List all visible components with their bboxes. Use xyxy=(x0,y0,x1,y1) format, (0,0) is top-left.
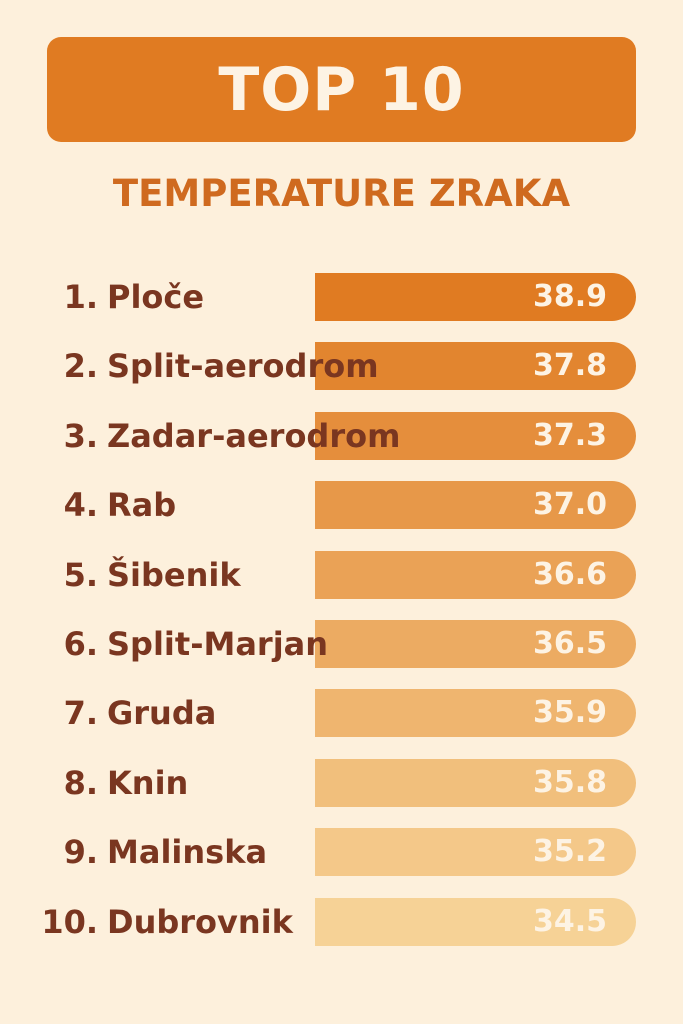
list-row: 1. Ploče 38.9 xyxy=(0,272,683,322)
bar xyxy=(315,758,636,807)
rank: 3. xyxy=(63,416,98,455)
rank: 4. xyxy=(63,486,98,525)
temperature-value: 38.9 xyxy=(532,279,607,314)
list-row: 3. Zadar-aerodrom 37.3 xyxy=(0,411,683,461)
station-name: Rab xyxy=(107,486,177,525)
rank: 1. xyxy=(63,278,98,316)
rank: 6. xyxy=(63,625,98,663)
bar xyxy=(315,550,636,599)
rank: 8. xyxy=(63,763,98,802)
temperature-value: 36.6 xyxy=(532,556,607,592)
station-name: Split-Marjan xyxy=(107,625,329,663)
list-row: 5. Šibenik 36.6 xyxy=(0,550,683,600)
rank: 5. xyxy=(63,555,98,594)
temperature-value: 35.9 xyxy=(532,695,607,731)
station-name: Gruda xyxy=(107,694,217,733)
rank: 7. xyxy=(63,694,98,733)
station-name: Dubrovnik xyxy=(107,902,293,941)
list-row: 6. Split-Marjan 36.5 xyxy=(0,619,683,669)
list-row: 7. Gruda 35.9 xyxy=(0,688,683,738)
bar xyxy=(315,273,636,321)
bar xyxy=(315,342,636,391)
header-banner: TOP 10 xyxy=(47,37,636,142)
temperature-value: 35.2 xyxy=(532,834,607,870)
temperature-value: 36.5 xyxy=(532,626,607,661)
bar xyxy=(315,481,636,530)
bar xyxy=(315,897,636,946)
temperature-value: 37.0 xyxy=(532,487,607,523)
list-row: 8. Knin 35.8 xyxy=(0,758,683,808)
temperature-value: 35.8 xyxy=(532,764,607,800)
bar xyxy=(315,828,636,877)
rank: 10. xyxy=(41,902,98,941)
subtitle: TEMPERATURE ZRAKA xyxy=(112,172,571,215)
bar xyxy=(315,689,636,738)
list-row: 4. Rab 37.0 xyxy=(0,480,683,530)
station-name: Šibenik xyxy=(107,555,241,594)
list-row: 2. Split-aerodrom 37.8 xyxy=(0,341,683,391)
list-row: 10. Dubrovnik 34.5 xyxy=(0,897,683,947)
bar xyxy=(315,620,636,668)
rank: 2. xyxy=(63,347,98,386)
rank: 9. xyxy=(63,833,98,872)
list-row: 9. Malinska 35.2 xyxy=(0,827,683,877)
bar xyxy=(315,411,636,460)
station-name: Split-aerodrom xyxy=(107,347,379,386)
title: TOP 10 xyxy=(218,54,465,125)
station-name: Malinska xyxy=(107,833,268,872)
temperature-value: 37.8 xyxy=(532,348,607,384)
temperature-value: 37.3 xyxy=(532,417,607,453)
station-name: Ploče xyxy=(107,278,205,316)
station-name: Knin xyxy=(107,763,189,802)
station-name: Zadar-aerodrom xyxy=(107,416,401,455)
temperature-value: 34.5 xyxy=(532,903,607,939)
